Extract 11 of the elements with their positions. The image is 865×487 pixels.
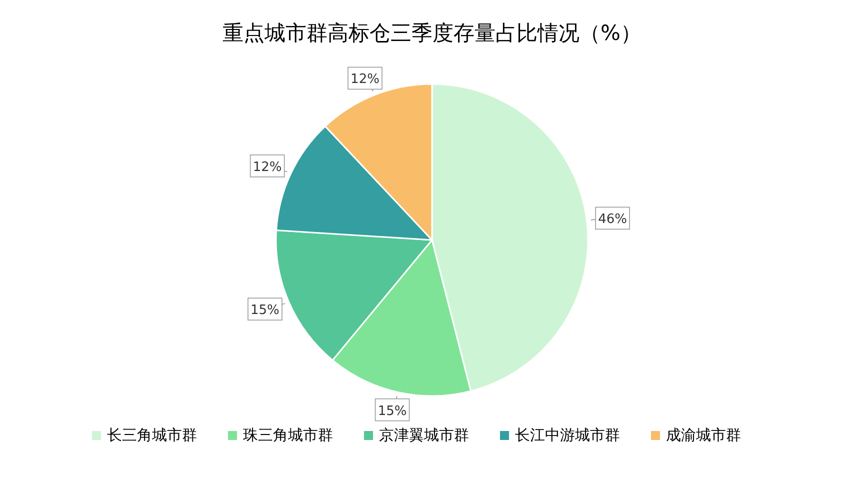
legend-label: 成渝城市群 xyxy=(666,426,741,444)
data-label: 15% xyxy=(250,303,280,318)
legend-label: 长三角城市群 xyxy=(107,426,197,444)
legend-label: 京津翼城市群 xyxy=(379,426,469,444)
data-label: 12% xyxy=(350,72,380,88)
legend-label: 珠三角城市群 xyxy=(243,426,333,444)
chart-title: 重点城市群高标仓三季度存量占比情况（%） xyxy=(222,21,642,45)
data-label: 46% xyxy=(598,212,628,228)
legend-label: 长江中游城市群 xyxy=(515,426,620,444)
data-label: 15% xyxy=(378,404,407,419)
data-label: 12% xyxy=(252,160,282,175)
